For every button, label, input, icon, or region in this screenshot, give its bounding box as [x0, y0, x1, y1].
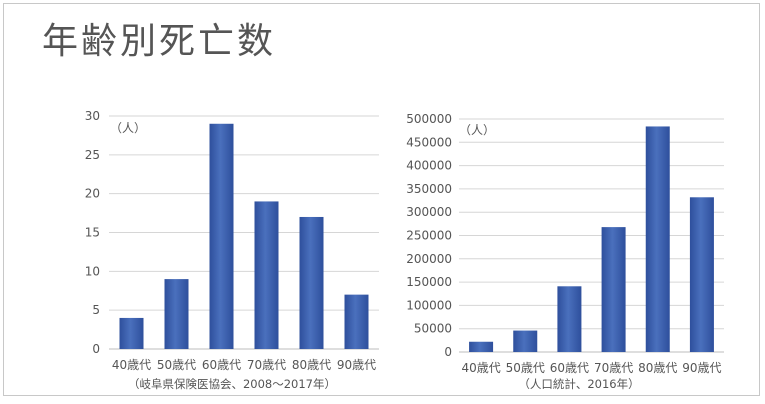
y-axis-unit: （人）	[110, 121, 146, 135]
y-tick-label: 0	[444, 345, 452, 359]
y-tick-label: 200000	[406, 252, 452, 266]
y-tick-label: 500000	[406, 112, 452, 126]
y-tick-label: 150000	[406, 275, 452, 289]
bar	[254, 201, 279, 349]
y-tick-label: 100000	[406, 298, 452, 312]
y-tick-label: 50000	[414, 322, 452, 336]
x-tick-label: 40歳代	[461, 361, 500, 375]
chart-source-caption: （岐阜県保険医協会、2008〜2017年）	[128, 377, 336, 391]
y-tick-label: 300000	[406, 205, 452, 219]
y-axis-unit: （人）	[459, 123, 495, 137]
y-tick-label: 400000	[406, 159, 452, 173]
x-tick-label: 60歳代	[550, 361, 589, 375]
y-tick-label: 10	[85, 264, 100, 278]
x-tick-label: 70歳代	[247, 358, 286, 372]
y-tick-label: 5	[92, 303, 100, 317]
bar	[164, 279, 189, 349]
chart-right: 0 50000 100000 150000 200000 250000 300000 3500…	[406, 112, 724, 391]
bar	[344, 294, 369, 349]
bar	[209, 123, 234, 350]
bar	[601, 227, 626, 352]
y-tick-label: 350000	[406, 182, 452, 196]
y-tick-label: 30	[85, 109, 100, 123]
x-tick-label: 80歳代	[292, 358, 331, 372]
bar	[557, 286, 582, 352]
page-title: 年齢別死亡数	[42, 21, 277, 62]
bar	[299, 216, 324, 349]
bar	[119, 317, 144, 349]
bar	[469, 341, 494, 352]
x-tick-label: 80歳代	[638, 361, 677, 375]
page: 年齢別死亡数 0 5 10 15 20 25 30 （人） 40歳代 50歳代 60歳代 70歳代 80…	[3, 3, 760, 396]
y-tick-label: 25	[85, 148, 100, 162]
chart-source-caption: （人口統計、2016年）	[518, 377, 639, 391]
x-tick-label: 60歳代	[202, 358, 241, 372]
y-tick-label: 15	[85, 226, 100, 240]
y-tick-label: 450000	[406, 135, 452, 149]
y-tick-label: 250000	[406, 229, 452, 243]
y-tick-label: 0	[92, 342, 100, 356]
x-tick-label: 40歳代	[112, 358, 151, 372]
bar	[513, 330, 538, 352]
bar	[645, 126, 670, 353]
x-tick-label: 90歳代	[682, 361, 721, 375]
y-tick-label: 20	[85, 187, 100, 201]
x-tick-label: 70歳代	[594, 361, 633, 375]
bar	[689, 197, 714, 352]
x-tick-label: 50歳代	[506, 361, 545, 375]
x-tick-label: 50歳代	[157, 358, 196, 372]
chart-left: 0 5 10 15 20 25 30 （人） 40歳代 50歳代 60歳代 70歳代 80歳代 90歳代（…	[85, 109, 379, 391]
x-tick-label: 90歳代	[337, 358, 376, 372]
